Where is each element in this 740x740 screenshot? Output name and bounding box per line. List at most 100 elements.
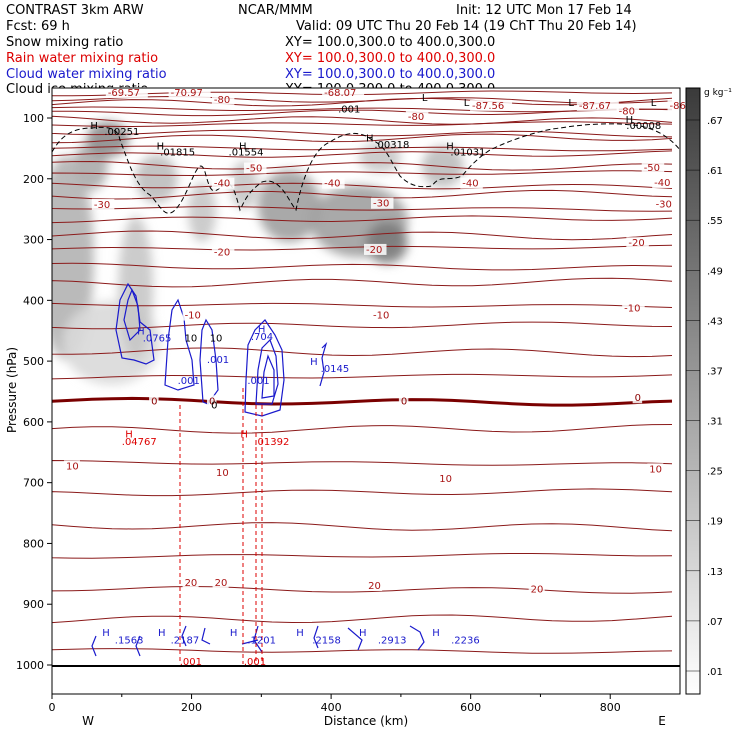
maximum-value: .00008 [626, 121, 661, 132]
maximum-marker: H [125, 430, 133, 441]
valid-time: Valid: 09 UTC Thu 20 Feb 14 (19 ChT Thu … [296, 19, 637, 34]
temperature-label-bg [211, 177, 235, 189]
x-axis-title: Distance (km) [324, 714, 408, 728]
temperature-label: -70.97 [171, 88, 203, 99]
temperature-label: -40 [654, 178, 670, 189]
colorbar-tick-label: .43 [707, 316, 723, 327]
temperature-label: 10 [439, 474, 452, 485]
rain-water-contour [179, 388, 263, 664]
isotherm-line [52, 553, 673, 559]
contour-label: 0 [211, 401, 217, 412]
temperature-label-bg [405, 110, 429, 122]
temperature-label-bg [653, 198, 677, 210]
contour-label: .001 [247, 376, 269, 387]
cloud-water-contour [319, 341, 328, 387]
y-axis: 100 200 300 400 500 600 700 800 900 1000 [16, 112, 52, 672]
maximum-marker: H [446, 142, 454, 153]
temperature-label-bg [370, 309, 394, 321]
y-tick-label: 800 [23, 537, 44, 550]
colorbar-tick-label: .01 [707, 667, 723, 678]
contour-label: .001 [244, 657, 266, 668]
temperature-label-bg [576, 99, 619, 111]
freezing-level-line [52, 396, 673, 407]
temperature-label: -20 [214, 247, 230, 258]
temperature-label-bg [322, 87, 365, 99]
colorbar-tick-label: .07 [707, 617, 723, 628]
contour-label: .001 [207, 355, 229, 366]
minimum-marker: L [422, 93, 428, 104]
isotherm-line [52, 302, 673, 308]
colorbar-tick-label: .49 [707, 266, 723, 277]
temperature-label-bg [168, 87, 211, 99]
isotherm-line [52, 133, 673, 144]
legend-snow-xy: XY= 100.0,300.0 to 400.0,300.0 [285, 35, 495, 50]
temperature-label: 0 [401, 396, 407, 407]
temperature-label: -30 [373, 199, 389, 210]
temperature-label: -80 [619, 106, 635, 117]
temperature-label: 10 [649, 464, 662, 475]
maximum-value: .04767 [122, 437, 157, 448]
maximum-value: .01392 [254, 437, 289, 448]
snow-shading-blob [257, 170, 321, 243]
temperature-label-bg [641, 161, 665, 173]
temperature-label: 10 [216, 468, 229, 479]
colorbar-tick-label: .61 [707, 166, 723, 177]
cloud-water-contour [164, 298, 195, 391]
temperature-label: 10 [66, 461, 79, 472]
y-tick-label: 1000 [16, 659, 44, 672]
maximum-marker: H [359, 628, 367, 639]
isotherm-line [52, 108, 673, 117]
legend-snow-name: Snow mixing ratio [6, 35, 123, 50]
temperature-label-bg [63, 460, 80, 472]
temperature-label-bg [207, 395, 217, 407]
snow-shading-blob [188, 182, 217, 243]
isotherm-line [52, 459, 673, 466]
isotherm-line [52, 373, 673, 380]
contour-label: 10 [210, 334, 223, 345]
forecast-hour: Fcst: 69 h [6, 19, 70, 34]
temperature-label-bg [211, 93, 235, 105]
snow-shading-blob [86, 121, 129, 158]
maximum-value: .1563 [115, 636, 144, 647]
isotherm-line [52, 145, 673, 152]
temperature-label-bg [149, 395, 159, 407]
init-time: Init: 12 UTC Mon 17 Feb 14 [456, 3, 632, 18]
temperature-label: -10 [185, 311, 201, 322]
x-tick-label: 800 [600, 701, 621, 714]
maximum-marker: H [310, 357, 318, 368]
temperature-label-bg [437, 473, 454, 485]
cloud-water-contour [123, 288, 141, 342]
y-tick-label: 700 [23, 477, 44, 490]
x-axis: 0 200 400 600 800 [49, 694, 621, 714]
snow-shading [52, 121, 464, 385]
colorbar-tick-label: .55 [707, 216, 723, 227]
temperature-label: -10 [373, 311, 389, 322]
temperature-label: -40 [324, 179, 340, 190]
temperature-label: -80 [214, 95, 230, 106]
temperature-label-bg [243, 162, 267, 174]
snow-shading-blob [358, 142, 401, 173]
temperature-label: 0 [209, 396, 215, 407]
maximum-value: .704 [251, 332, 273, 343]
temperature-label: 0 [635, 393, 641, 404]
colorbar: .01 .07 .13 .19 .25 .31 .37 .43 .49 .55 .61 .67 g k… [685, 87, 732, 695]
maximum-value: .00251 [104, 127, 139, 138]
maximum-marker: H [240, 430, 248, 441]
temperature-label-bg [667, 99, 704, 111]
maximum-value: .01554 [229, 148, 264, 159]
cloud-water-contour [255, 338, 279, 405]
isotherm-line [52, 424, 673, 434]
x-east-label: E [658, 714, 666, 728]
temperature-label: -40 [214, 179, 230, 190]
temperature-label: -80 [408, 112, 424, 123]
temperature-label: 0 [151, 396, 157, 407]
isotherm-line [52, 121, 673, 128]
legend-rain-xy: XY= 100.0,300.0 to 400.0,300.0 [285, 51, 495, 66]
maximum-value: .2236 [451, 636, 480, 647]
temperature-label: -50 [644, 163, 660, 174]
legend-rain-name: Rain water mixing ratio [6, 51, 158, 66]
maximum-value: .00318 [374, 140, 409, 151]
maximum-value: .1201 [247, 636, 276, 647]
colorbar-tick-label: .37 [707, 366, 723, 377]
x-tick-label: 400 [321, 701, 342, 714]
